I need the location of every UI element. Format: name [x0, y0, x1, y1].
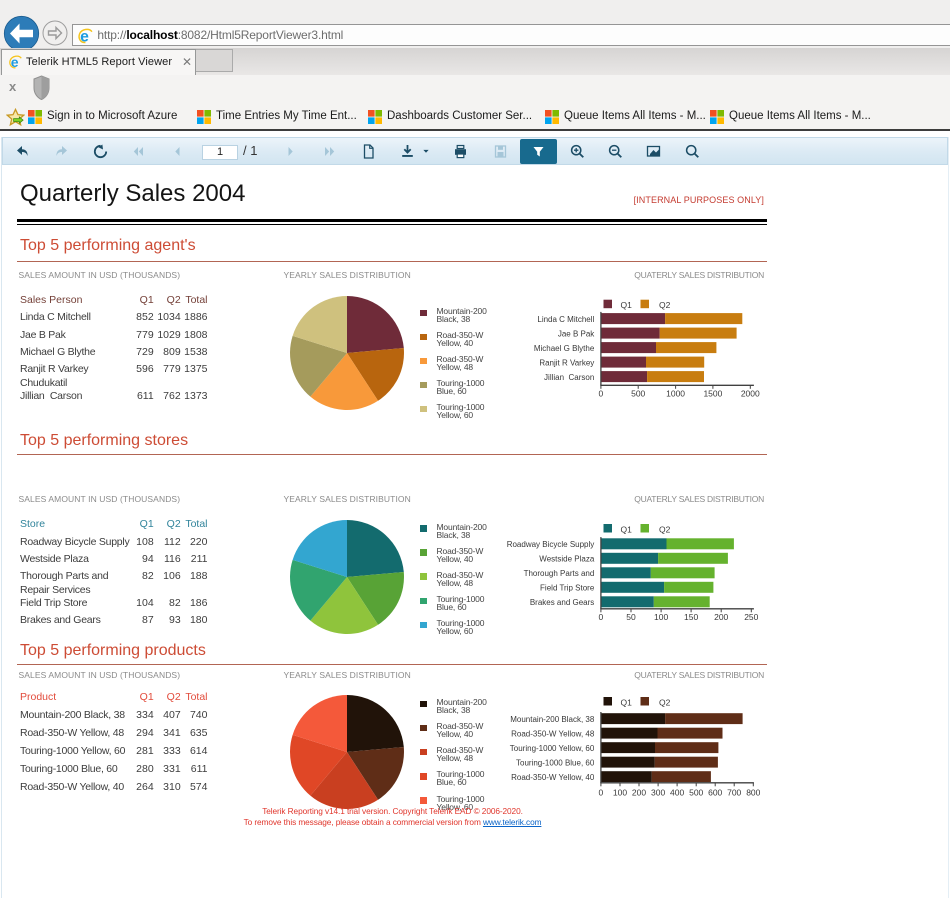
svg-text:200: 200 — [632, 787, 646, 797]
svg-text:100: 100 — [613, 787, 627, 797]
svg-text:Touring-1000 Yellow, 60: Touring-1000 Yellow, 60 — [510, 744, 595, 753]
svg-text:Q2: Q2 — [659, 524, 671, 534]
svg-text:Touring-1000 Blue, 60: Touring-1000 Blue, 60 — [516, 758, 595, 767]
svg-text:Q1: Q1 — [621, 524, 633, 534]
svg-text:700: 700 — [727, 787, 741, 797]
svg-text:Q2: Q2 — [659, 697, 671, 707]
svg-text:100: 100 — [654, 612, 668, 622]
svg-text:Jillian Carson: Jillian Carson — [544, 373, 594, 382]
svg-text:Westside Plaza: Westside Plaza — [539, 555, 595, 564]
svg-text:Q1: Q1 — [621, 697, 633, 707]
svg-text:e: e — [11, 54, 19, 70]
svg-text:Q1: Q1 — [621, 300, 633, 310]
svg-text:1500: 1500 — [703, 388, 722, 398]
svg-text:0: 0 — [599, 787, 604, 797]
svg-text:Roadway Bicycle Supply: Roadway Bicycle Supply — [507, 540, 595, 549]
svg-text:2000: 2000 — [741, 388, 760, 398]
svg-text:250: 250 — [744, 612, 758, 622]
svg-text:Brakes and Gears: Brakes and Gears — [530, 598, 594, 607]
svg-text:1000: 1000 — [666, 388, 685, 398]
svg-text:0: 0 — [599, 388, 604, 398]
svg-text:Field Trip Store: Field Trip Store — [540, 584, 595, 593]
svg-text:300: 300 — [651, 787, 665, 797]
svg-text:200: 200 — [714, 612, 728, 622]
svg-text:Michael G Blythe: Michael G Blythe — [534, 344, 595, 353]
svg-text:0: 0 — [599, 612, 604, 622]
svg-text:Road-350-W Yellow, 48: Road-350-W Yellow, 48 — [511, 729, 595, 738]
svg-text:e: e — [80, 28, 89, 44]
svg-text:400: 400 — [670, 787, 684, 797]
svg-text:Q2: Q2 — [659, 300, 671, 310]
svg-text:Road-350-W Yellow, 40: Road-350-W Yellow, 40 — [511, 773, 595, 782]
svg-text:50: 50 — [626, 612, 636, 622]
svg-text:500: 500 — [689, 787, 703, 797]
svg-text:Mountain-200 Black, 38: Mountain-200 Black, 38 — [510, 715, 595, 724]
svg-text:Thorough Parts and: Thorough Parts and — [524, 569, 595, 578]
svg-text:500: 500 — [631, 388, 645, 398]
svg-text:150: 150 — [684, 612, 698, 622]
svg-text:Ranjit R Varkey: Ranjit R Varkey — [539, 358, 594, 367]
svg-text:800: 800 — [746, 787, 760, 797]
svg-text:600: 600 — [708, 787, 722, 797]
svg-text:Linda C Mitchell: Linda C Mitchell — [537, 315, 594, 324]
svg-text:Jae B Pak: Jae B Pak — [558, 329, 595, 338]
